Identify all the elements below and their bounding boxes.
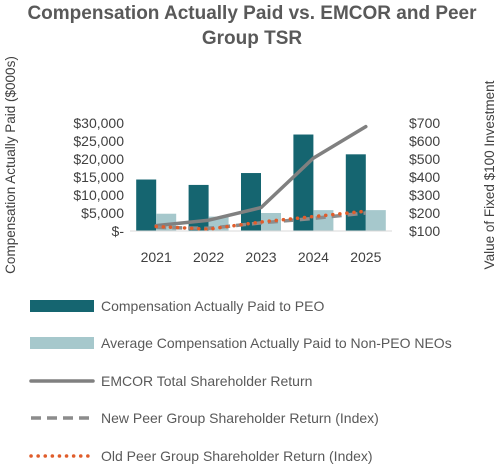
peo-cap-bar (345, 154, 366, 231)
legend-label: New Peer Group Shareholder Return (Index… (101, 410, 379, 426)
x-tick-label: 2025 (350, 249, 381, 265)
left-tick-label: $5,000 (81, 205, 124, 221)
right-tick-label: $700 (409, 115, 440, 131)
emcor-tsr-line (154, 124, 368, 228)
x-tick-label: 2021 (141, 249, 172, 265)
legend-label: Old Peer Group Shareholder Return (Index… (101, 448, 373, 464)
x-axis-ticks: 2021 2022 2023 2024 2025 (141, 249, 382, 265)
neo-cap-bar (365, 210, 386, 231)
right-tick-label: $300 (409, 187, 440, 203)
peo-cap-bar (241, 173, 261, 231)
peo-cap-bar (136, 179, 157, 231)
lines (154, 124, 368, 231)
legend-swatch (30, 300, 94, 312)
right-tick-label: $500 (409, 151, 440, 167)
legend-label: EMCOR Total Shareholder Return (101, 373, 312, 389)
right-tick-label: $600 (409, 133, 440, 149)
left-axis-title: Compensation Actually Paid ($000s) (3, 56, 18, 274)
left-tick-label: $25,000 (73, 133, 124, 149)
chart-title-line-1: Compensation Actually Paid vs. EMCOR and… (27, 3, 477, 24)
left-tick-label: $15,000 (73, 169, 124, 185)
x-tick-label: 2024 (298, 249, 329, 265)
left-tick-label: $10,000 (73, 187, 124, 203)
legend-label: Average Compensation Actually Paid to No… (101, 335, 452, 351)
neo-cap-bar (313, 210, 334, 231)
legend-label: Compensation Actually Paid to PEO (101, 298, 324, 314)
right-tick-label: $200 (409, 205, 440, 221)
legend: Compensation Actually Paid to PEO Average… (29, 298, 452, 464)
right-tick-label: $100 (409, 223, 440, 239)
right-axis-title: Value of Fixed $100 Investment (482, 80, 497, 269)
left-tick-label: $- (112, 223, 125, 239)
legend-swatch (30, 337, 94, 349)
left-tick-label: $20,000 (73, 151, 124, 167)
left-tick-label: $30,000 (73, 115, 124, 131)
chart-title-line-2: Group TSR (202, 28, 303, 49)
left-axis-ticks: $- $5,000 $10,000 $15,000 $20,000 $25,000 $30,… (73, 115, 124, 239)
right-tick-label: $400 (409, 169, 440, 185)
old-peer-tsr-line (154, 209, 368, 231)
right-axis-ticks: $100 $200 $300 $400 $500 $600 $700 (409, 115, 440, 239)
x-tick-label: 2022 (193, 249, 224, 265)
peo-cap-bar (188, 184, 209, 231)
x-tick-label: 2023 (245, 249, 276, 265)
peo-cap-bar (293, 134, 314, 231)
